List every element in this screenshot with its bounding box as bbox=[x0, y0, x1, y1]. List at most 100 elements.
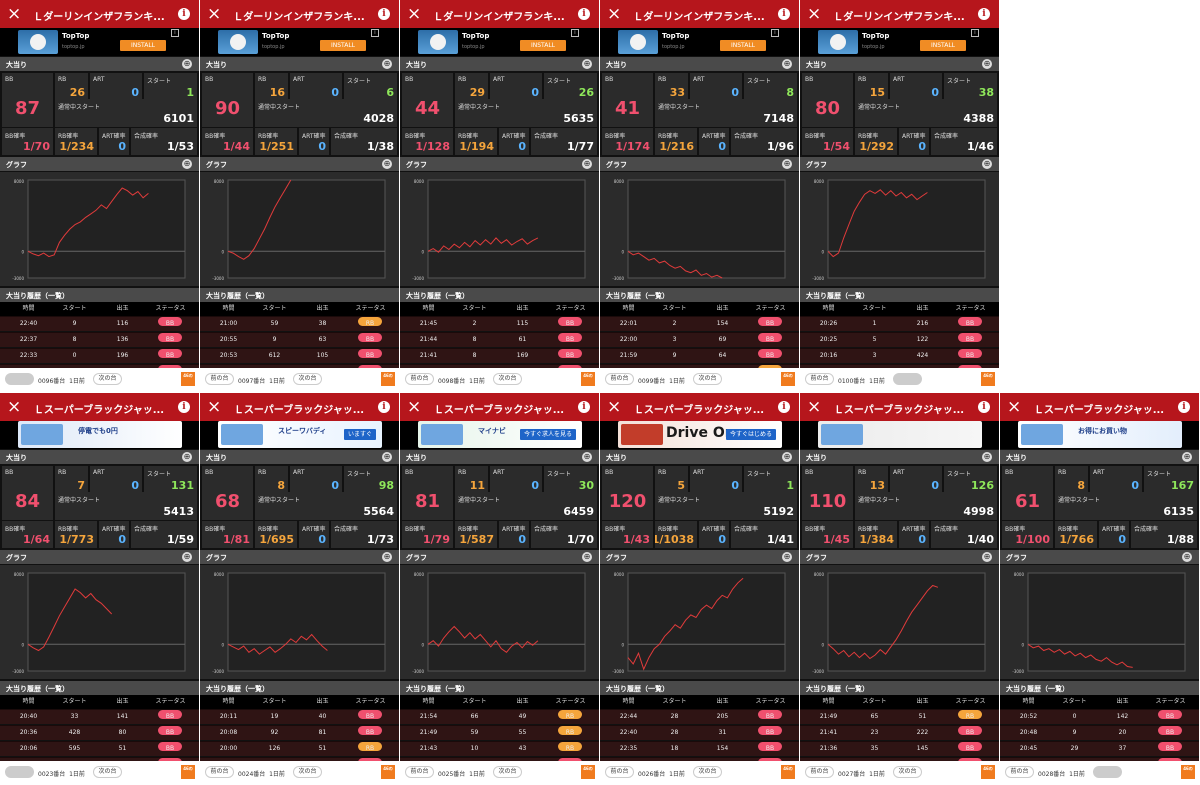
table-row[interactable]: 22:37 8 136 BB bbox=[0, 332, 199, 347]
ad-cta-button[interactable]: 今すぐはじめる bbox=[725, 429, 776, 440]
table-row[interactable]: 20:08 92 81 BB bbox=[200, 725, 399, 740]
table-row[interactable]: 20:26 1 216 BB bbox=[800, 316, 999, 331]
table-row[interactable]: 22:01 2 154 BB bbox=[600, 316, 799, 331]
ad-info-icon[interactable]: i bbox=[571, 29, 579, 37]
next-machine-button[interactable]: 次の台 bbox=[493, 766, 522, 778]
app-corner-icon[interactable]: 46の bbox=[381, 372, 395, 386]
prev-machine-button[interactable]: 前の台 bbox=[605, 766, 634, 778]
close-icon[interactable]: × bbox=[7, 397, 22, 417]
expand-icon[interactable]: ⊕ bbox=[782, 59, 792, 69]
ad-cta-button[interactable]: 今すぐ求人を見る bbox=[519, 429, 576, 440]
next-machine-button[interactable]: 次の台 bbox=[493, 373, 522, 385]
expand-icon[interactable]: ⊕ bbox=[1182, 552, 1192, 562]
table-row[interactable]: 20:06 595 51 BB bbox=[0, 741, 199, 756]
next-machine-button[interactable]: 次の台 bbox=[293, 766, 322, 778]
next-machine-button[interactable]: 次の台 bbox=[293, 373, 322, 385]
ad-banner[interactable]: お得にお買い物 bbox=[1000, 421, 1199, 449]
expand-icon[interactable]: ⊕ bbox=[582, 552, 592, 562]
table-row[interactable]: 21:49 59 55 RB bbox=[400, 725, 599, 740]
expand-icon[interactable]: ⊕ bbox=[582, 159, 592, 169]
info-icon[interactable]: i bbox=[578, 8, 590, 20]
ad-banner[interactable]: TopTop toptop.jp INSTALL i bbox=[600, 28, 799, 56]
info-icon[interactable]: i bbox=[978, 401, 990, 413]
table-row[interactable]: 22:33 0 196 BB bbox=[0, 348, 199, 363]
table-row[interactable]: 20:53 612 105 BB bbox=[200, 348, 399, 363]
prev-machine-button[interactable]: 前の台 bbox=[5, 766, 34, 778]
expand-icon[interactable]: ⊕ bbox=[982, 552, 992, 562]
table-row[interactable]: 22:00 3 69 BB bbox=[600, 332, 799, 347]
prev-machine-button[interactable]: 前の台 bbox=[205, 373, 234, 385]
close-icon[interactable]: × bbox=[7, 4, 22, 24]
install-button[interactable]: INSTALL bbox=[920, 40, 966, 51]
close-icon[interactable]: × bbox=[607, 4, 622, 24]
expand-icon[interactable]: ⊕ bbox=[182, 159, 192, 169]
ad-banner[interactable]: TopTop toptop.jp INSTALL i bbox=[800, 28, 999, 56]
table-row[interactable]: 22:40 28 31 BB bbox=[600, 725, 799, 740]
ad-banner-image[interactable] bbox=[818, 421, 982, 448]
expand-icon[interactable]: ⊕ bbox=[382, 452, 392, 462]
app-corner-icon[interactable]: 46の bbox=[781, 765, 795, 779]
close-icon[interactable]: × bbox=[607, 397, 622, 417]
expand-icon[interactable]: ⊕ bbox=[382, 552, 392, 562]
expand-icon[interactable]: ⊕ bbox=[982, 452, 992, 462]
prev-machine-button[interactable]: 前の台 bbox=[405, 373, 434, 385]
expand-icon[interactable]: ⊕ bbox=[182, 452, 192, 462]
ad-banner[interactable]: スピーワバディ いますぐ bbox=[200, 421, 399, 449]
table-row[interactable]: 20:52 0 142 BB bbox=[1000, 709, 1199, 724]
table-row[interactable]: 20:36 428 80 BB bbox=[0, 725, 199, 740]
prev-machine-button[interactable]: 前の台 bbox=[605, 373, 634, 385]
expand-icon[interactable]: ⊕ bbox=[1182, 452, 1192, 462]
expand-icon[interactable]: ⊕ bbox=[782, 552, 792, 562]
close-icon[interactable]: × bbox=[207, 397, 222, 417]
expand-icon[interactable]: ⊕ bbox=[782, 452, 792, 462]
prev-machine-button[interactable]: 前の台 bbox=[805, 373, 834, 385]
table-row[interactable]: 21:45 2 115 BB bbox=[400, 316, 599, 331]
close-icon[interactable]: × bbox=[407, 4, 422, 24]
prev-machine-button[interactable]: 前の台 bbox=[805, 766, 834, 778]
info-icon[interactable]: i bbox=[178, 8, 190, 20]
table-row[interactable]: 21:41 23 222 BB bbox=[800, 725, 999, 740]
table-row[interactable]: 21:54 66 49 RB bbox=[400, 709, 599, 724]
prev-machine-button[interactable]: 前の台 bbox=[1005, 766, 1034, 778]
install-button[interactable]: INSTALL bbox=[720, 40, 766, 51]
expand-icon[interactable]: ⊕ bbox=[382, 59, 392, 69]
ad-cta-button[interactable]: いますぐ bbox=[343, 429, 376, 440]
ad-banner-image[interactable]: マイナビ 今すぐ求人を見る bbox=[418, 421, 582, 448]
ad-banner[interactable]: Drive On 今すぐはじめる bbox=[600, 421, 799, 449]
next-machine-button[interactable]: 次の台 bbox=[893, 766, 922, 778]
app-corner-icon[interactable]: 46の bbox=[981, 372, 995, 386]
table-row[interactable]: 21:59 9 64 BB bbox=[600, 348, 799, 363]
info-icon[interactable]: i bbox=[1178, 401, 1190, 413]
expand-icon[interactable]: ⊕ bbox=[782, 159, 792, 169]
close-icon[interactable]: × bbox=[407, 397, 422, 417]
app-corner-icon[interactable]: 46の bbox=[581, 372, 595, 386]
table-row[interactable]: 22:40 9 116 BB bbox=[0, 316, 199, 331]
info-icon[interactable]: i bbox=[778, 8, 790, 20]
close-icon[interactable]: × bbox=[807, 4, 822, 24]
info-icon[interactable]: i bbox=[178, 401, 190, 413]
table-row[interactable]: 21:49 65 51 RB bbox=[800, 709, 999, 724]
ad-banner-image[interactable]: スピーワバディ いますぐ bbox=[218, 421, 382, 448]
prev-machine-button[interactable]: 前の台 bbox=[5, 373, 34, 385]
info-icon[interactable]: i bbox=[378, 8, 390, 20]
app-corner-icon[interactable]: 46の bbox=[781, 372, 795, 386]
prev-machine-button[interactable]: 前の台 bbox=[205, 766, 234, 778]
ad-banner[interactable]: TopTop toptop.jp INSTALL i bbox=[0, 28, 199, 56]
next-machine-button[interactable]: 次の台 bbox=[693, 766, 722, 778]
ad-info-icon[interactable]: i bbox=[771, 29, 779, 37]
install-button[interactable]: INSTALL bbox=[120, 40, 166, 51]
expand-icon[interactable]: ⊕ bbox=[582, 452, 592, 462]
ad-banner[interactable]: マイナビ 今すぐ求人を見る bbox=[400, 421, 599, 449]
table-row[interactable]: 22:44 28 205 BB bbox=[600, 709, 799, 724]
ad-info-icon[interactable]: i bbox=[371, 29, 379, 37]
table-row[interactable]: 22:35 18 154 BB bbox=[600, 741, 799, 756]
ad-banner-image[interactable]: お得にお買い物 bbox=[1018, 421, 1182, 448]
expand-icon[interactable]: ⊕ bbox=[182, 552, 192, 562]
next-machine-button[interactable]: 次の台 bbox=[1093, 766, 1122, 778]
app-corner-icon[interactable]: 46の bbox=[181, 765, 195, 779]
ad-banner-image[interactable]: Drive On 今すぐはじめる bbox=[618, 421, 782, 448]
table-row[interactable]: 21:43 10 43 RB bbox=[400, 741, 599, 756]
ad-banner[interactable] bbox=[800, 421, 999, 449]
table-row[interactable]: 21:44 8 61 BB bbox=[400, 332, 599, 347]
table-row[interactable]: 20:55 9 63 BB bbox=[200, 332, 399, 347]
